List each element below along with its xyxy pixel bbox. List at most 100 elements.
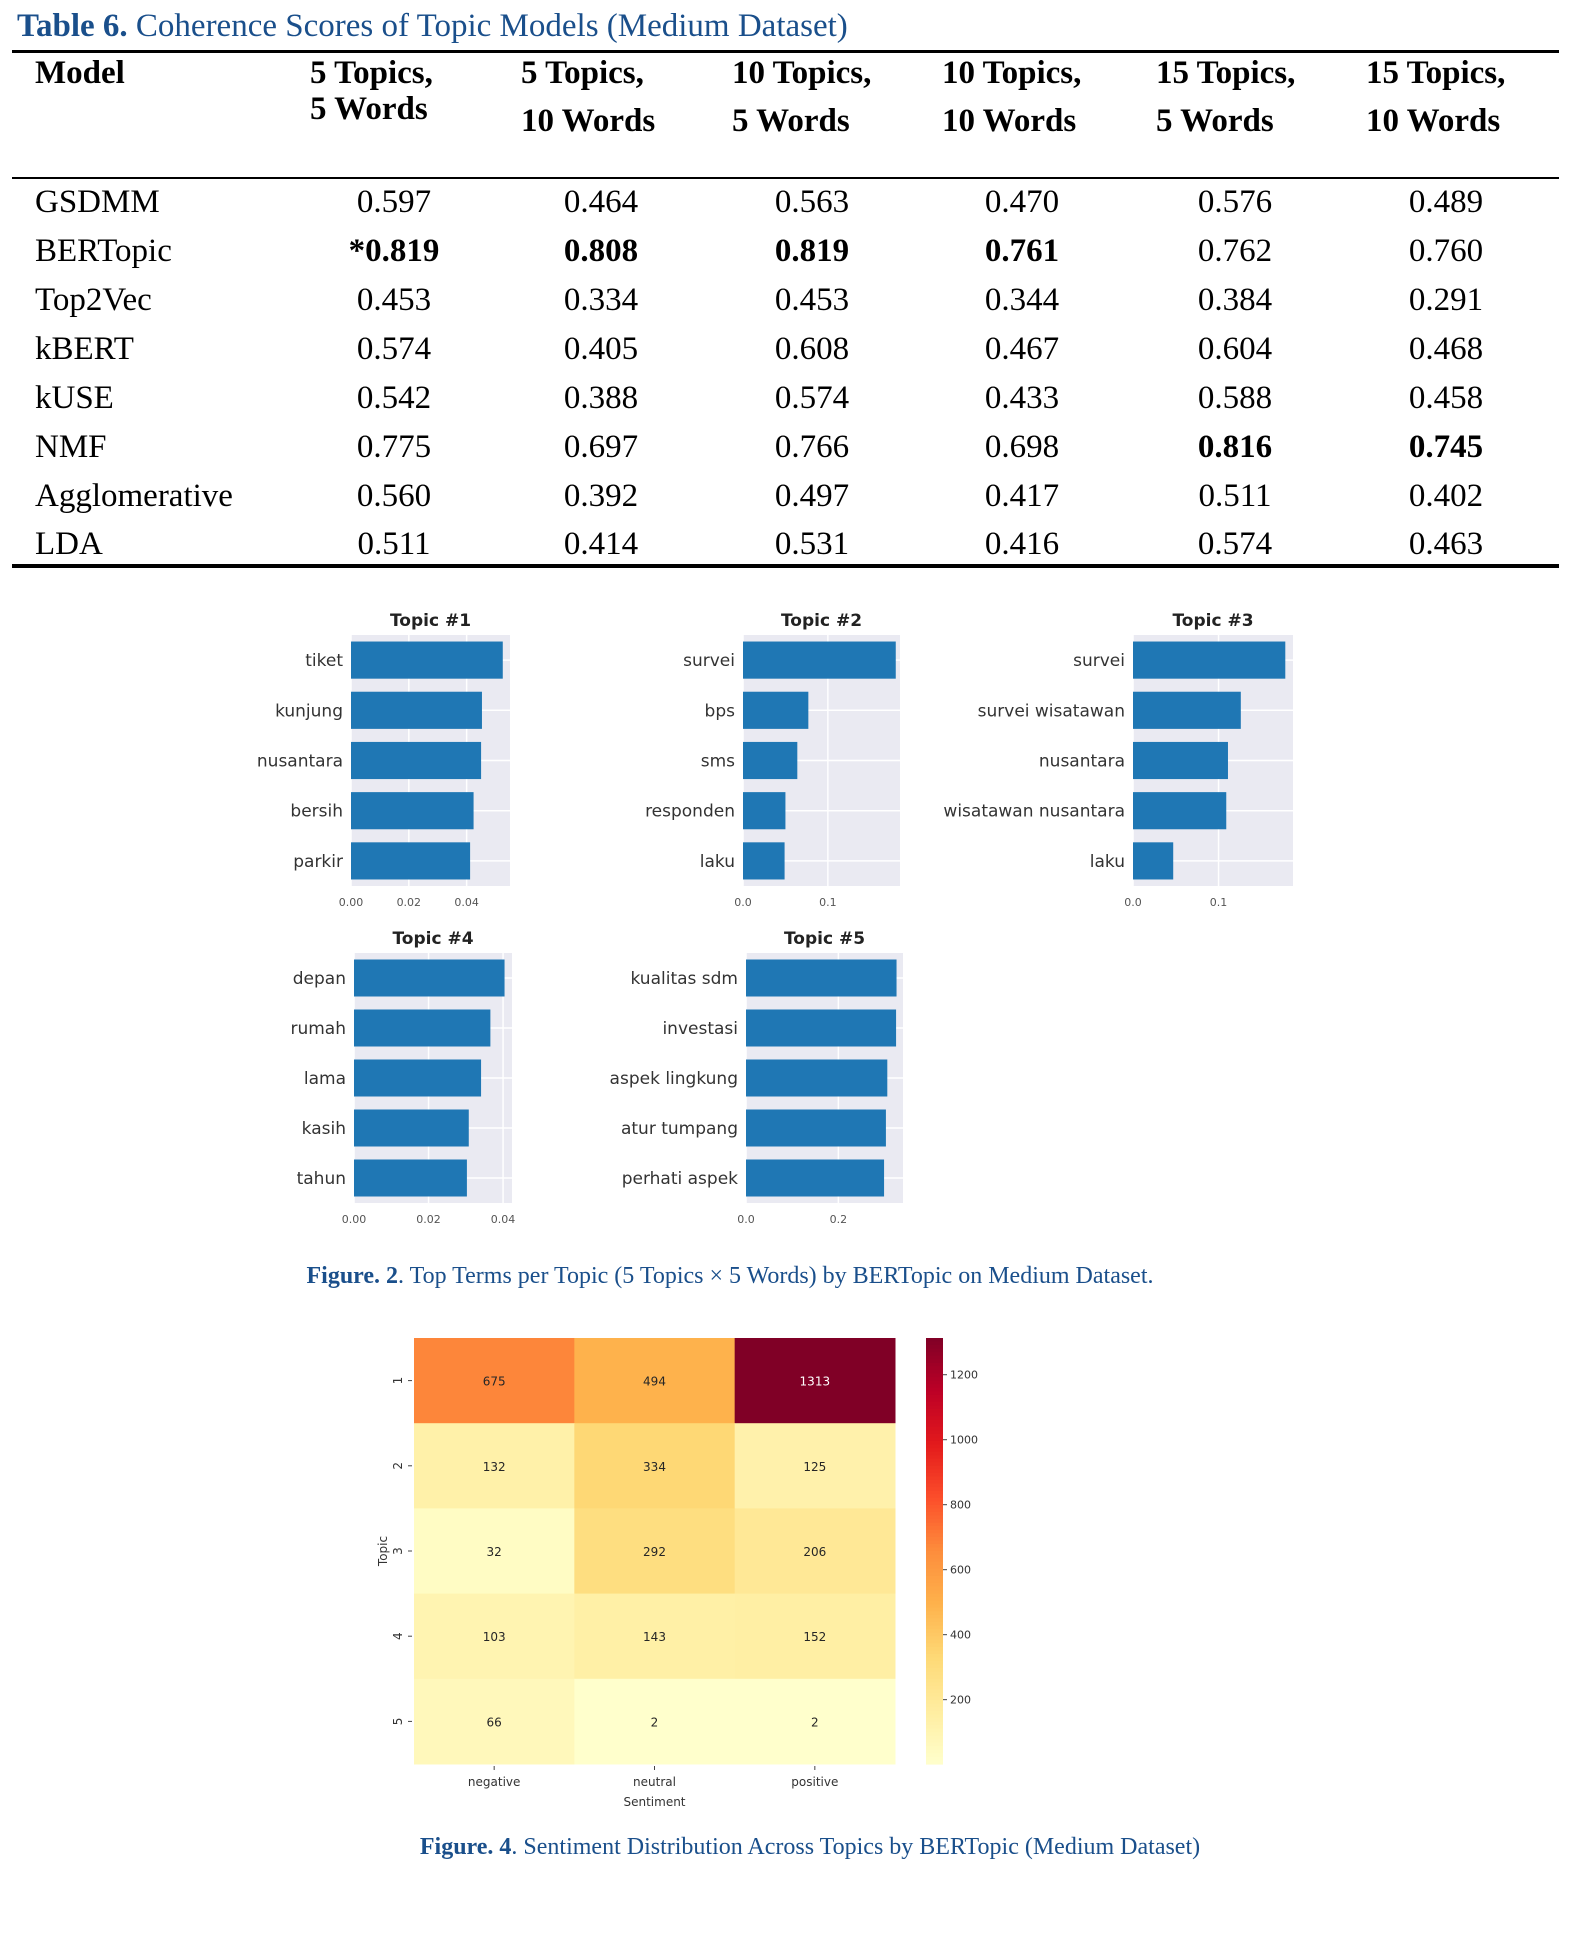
model-name: Top2Vec: [35, 282, 152, 318]
score-cell: 0.414: [563, 526, 639, 562]
colorbar-segment: [926, 1639, 943, 1644]
colorbar-segment: [926, 1622, 943, 1627]
x-tick-label: positive: [791, 1775, 838, 1789]
colorbar-segment: [926, 1419, 943, 1424]
colorbar-segment: [926, 1462, 943, 1467]
score-cell: 0.405: [563, 331, 639, 367]
bar-label: kunjung: [275, 701, 343, 721]
heatmap-cell: [574, 1338, 736, 1424]
bar-label: bersih: [290, 802, 343, 822]
colorbar-segment: [926, 1678, 943, 1683]
figure-4-caption-text: . Sentiment Distribution Across Topics b…: [511, 1834, 1201, 1860]
header-col-3-line1: 10 Topics,: [732, 55, 872, 91]
score-cell: 0.388: [563, 380, 639, 416]
header-model: Model: [35, 55, 125, 91]
colorbar-segment: [926, 1568, 943, 1573]
bar-nusantara: [351, 741, 482, 780]
x-tick-label: 0.1: [1210, 896, 1228, 909]
model-name: kUSE: [35, 380, 114, 416]
colorbar-segment: [926, 1696, 943, 1701]
colorbar-segment: [926, 1561, 943, 1566]
score-cell: 0.574: [1197, 526, 1273, 562]
bar-label: perhati aspek: [622, 1169, 738, 1189]
colorbar-segment: [926, 1646, 943, 1651]
bar-label: tiket: [305, 651, 343, 671]
score-cell: 0.816: [1197, 429, 1273, 465]
colorbar-segment: [926, 1650, 943, 1655]
bar-label: tahun: [297, 1169, 346, 1189]
score-cell: 0.470: [984, 184, 1060, 220]
bar-atur-tumpang: [746, 1109, 886, 1147]
score-cell: 0.808: [563, 233, 639, 269]
header-col-1-line2: 5 Words: [310, 91, 428, 127]
header-col-2-line1: 5 Topics,: [521, 55, 644, 91]
colorbar-tick-label: 600: [950, 1564, 971, 1577]
topic-panel-3: survei survei wisatawan nusantara wisatawan…: [943, 611, 1293, 909]
colorbar-segment: [926, 1394, 943, 1399]
colorbar-segment: [926, 1465, 943, 1470]
header-col-5-line2: 5 Words: [1156, 103, 1274, 139]
heatmap-grid: 675 494 1313 132 334 125 32 292 206 103 143 152 66 2 2: [414, 1338, 896, 1765]
x-tick-label: 0.00: [342, 1213, 367, 1226]
score-cell: 0.604: [1197, 331, 1273, 367]
score-cell: 0.416: [984, 526, 1060, 562]
model-name: LDA: [35, 526, 103, 562]
colorbar-segment: [926, 1597, 943, 1602]
colorbar-segment: [926, 1426, 943, 1431]
bar-label: parkir: [293, 852, 343, 872]
x-tick-label: neutral: [633, 1775, 676, 1789]
header-col-2-line2: 10 Words: [521, 103, 656, 139]
colorbar-segment: [926, 1373, 943, 1378]
score-cell: 0.542: [356, 380, 432, 416]
colorbar-segment: [926, 1710, 943, 1715]
bar-wisatawan-nusantara: [1133, 792, 1227, 830]
colorbar-segment: [926, 1551, 943, 1556]
bar-rumah: [354, 1009, 491, 1047]
score-cell: 0.597: [356, 184, 432, 220]
bar-investasi: [746, 1009, 897, 1047]
bar-lama: [354, 1059, 482, 1097]
colorbar-segment: [926, 1554, 943, 1559]
table-bottom-rule: [12, 564, 1559, 568]
header-col-3-line2: 5 Words: [732, 103, 850, 139]
bar-tiket: [351, 641, 503, 679]
colorbar-segment: [926, 1572, 943, 1577]
colorbar-segment: [926, 1558, 943, 1563]
figure-2-label: Figure. 2: [306, 1263, 399, 1289]
figure-2-top-terms: tiket kunjung nusantara bersih parkir 0.00 0.0…: [257, 611, 1293, 1226]
x-tick-label: 0.04: [491, 1213, 516, 1226]
colorbar-segment: [926, 1732, 943, 1737]
bar-survei-wisatawan: [1133, 691, 1241, 729]
colorbar-segment: [926, 1494, 943, 1499]
bar-kunjung: [351, 691, 482, 729]
colorbar-segment: [926, 1387, 943, 1392]
bar-kasih: [354, 1109, 469, 1147]
score-cell: 0.453: [356, 282, 432, 318]
colorbar-segment: [926, 1746, 943, 1751]
bar-label: survei wisatawan: [978, 701, 1125, 721]
score-cell: 0.563: [774, 184, 850, 220]
colorbar-segment: [926, 1405, 943, 1410]
topic-panel-5: kualitas sdm investasi aspek lingkung atur …: [610, 929, 903, 1226]
colorbar-segment: [926, 1511, 943, 1517]
bar-responden: [743, 792, 786, 830]
bar-laku: [1133, 842, 1174, 880]
colorbar-segment: [926, 1703, 943, 1708]
heatmap-cell: [734, 1508, 896, 1595]
colorbar-segment: [926, 1721, 943, 1726]
header-col-5-line1: 15 Topics,: [1156, 55, 1296, 91]
table-header-rule: [12, 177, 1559, 179]
score-cell: 0.511: [1198, 478, 1272, 514]
colorbar-segment: [926, 1384, 943, 1389]
colorbar-segment: [926, 1536, 943, 1541]
colorbar-segment: [926, 1756, 943, 1762]
score-cell: 0.467: [984, 331, 1060, 367]
heatmap-value: 292: [643, 1545, 666, 1559]
bar-label: wisatawan nusantara: [943, 802, 1125, 822]
model-name: NMF: [35, 429, 107, 465]
colorbar-segment: [926, 1409, 943, 1414]
colorbar-segment: [926, 1565, 943, 1570]
score-cell: 0.392: [563, 478, 639, 514]
bar-label: depan: [293, 969, 346, 989]
